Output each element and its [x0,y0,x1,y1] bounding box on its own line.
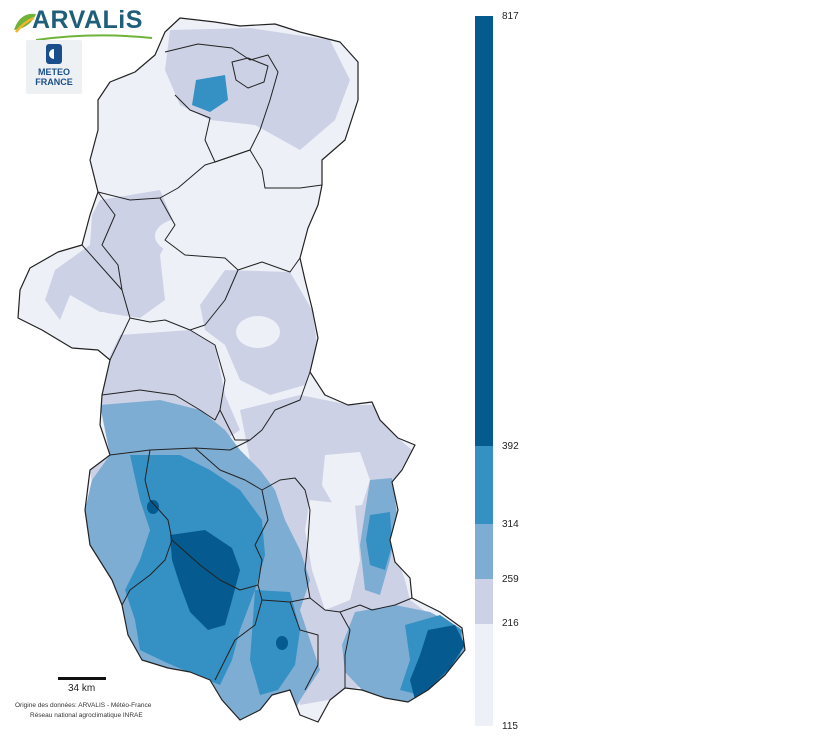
arvalis-leaf-icon [14,13,36,33]
arvalis-wordmark: ARVALiS [32,6,143,34]
legend-tick-817: 817 [502,11,519,22]
credit-line-1: Origine des données: ARVALIS - Météo-Fra… [15,702,152,709]
legend-tick-216: 216 [502,618,519,629]
scale-label: 34 km [68,683,96,694]
legend-tick-115: 115 [502,721,518,732]
legend-tick-259: 259 [502,574,519,585]
meteo-france-line1: METEO [37,67,70,77]
class5-areas [147,500,465,700]
legend-colorbar [475,16,493,726]
legend-class-2 [475,579,493,624]
arvalis-swoosh-icon [35,34,153,41]
legend-class-4 [475,446,493,524]
rainfall-fill [18,18,465,722]
meteo-france-logo: METEO FRANCE [26,40,82,94]
class1-pockets [90,218,370,610]
meteo-france-line2: FRANCE [35,77,73,87]
scale-bar [58,677,106,680]
legend-class-1 [475,624,493,726]
legend-tick-392: 392 [502,441,519,452]
legend-class-3 [475,524,493,579]
legend-class-5 [475,16,493,446]
credit-line-2: Réseau national agroclimatique INRAE [30,712,143,719]
meteo-france-emblem-icon [46,44,62,64]
legend-tick-314: 314 [502,519,519,530]
boundary-lines [17,17,466,723]
arvalis-logo: ARVALiS [10,4,160,41]
